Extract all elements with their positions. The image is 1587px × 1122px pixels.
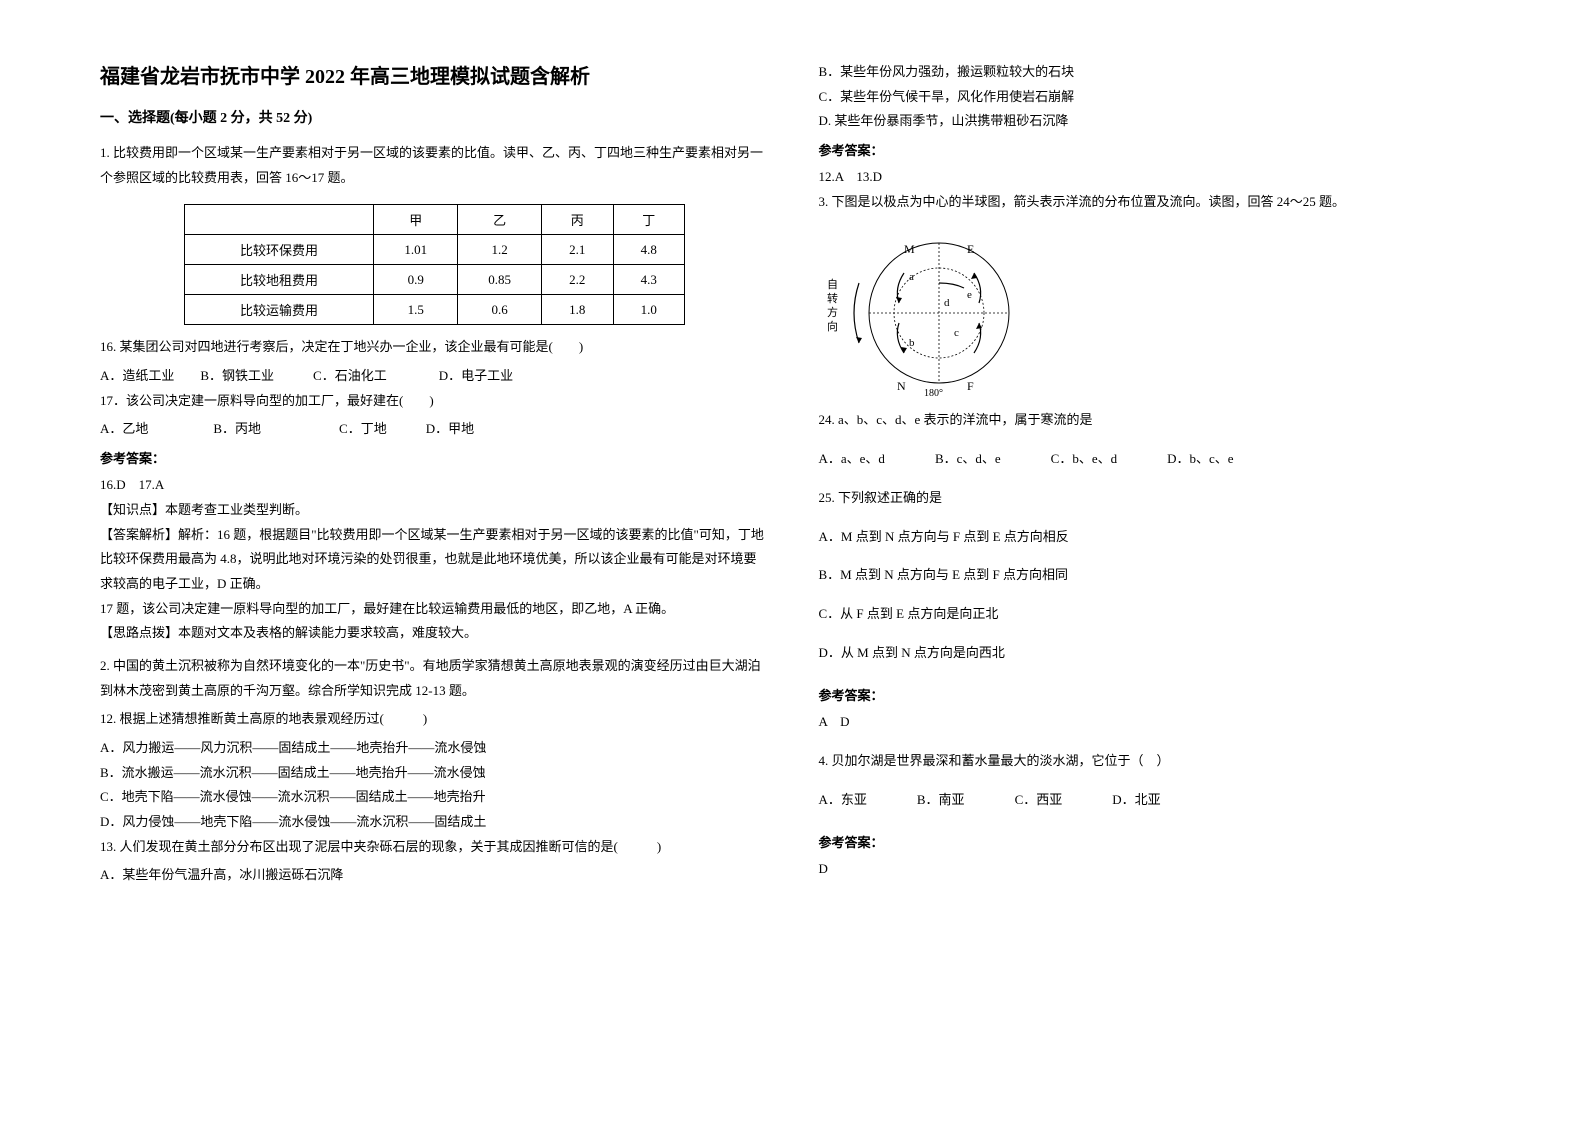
q2-sub12-c: C．地壳下陷——流水侵蚀——流水沉积——固结成土——地壳抬升: [100, 785, 769, 810]
table-cell: 比较环保费用: [184, 235, 374, 265]
label-180: 180°: [924, 388, 943, 398]
q3-sub24-a: A．a、e、d: [819, 447, 885, 472]
label-F: F: [967, 379, 974, 393]
right-column: B．某些年份风力强劲，搬运颗粒较大的石块 C．某些年份气候干旱，风化作用使岩石崩…: [819, 60, 1488, 1062]
q3-sub25-c: C．从 F 点到 E 点方向是向正北: [819, 602, 1488, 627]
q2-intro: 2. 中国的黄土沉积被称为自然环境变化的一本"历史书"。有地质学家猜想黄土高原地…: [100, 654, 769, 703]
q3-sub24-b: B．c、d、e: [935, 447, 1001, 472]
table-header-cell: [184, 205, 374, 235]
q2-sub12-a: A．风力搬运——风力沉积——固结成土——地壳抬升——流水侵蚀: [100, 736, 769, 761]
table-cell: 4.8: [613, 235, 684, 265]
q1-answer: 16.D 17.A: [100, 473, 769, 498]
label-rotation-1: 自: [827, 278, 838, 291]
table-cell: 2.1: [542, 235, 613, 265]
q3-sub25-d: D．从 M 点到 N 点方向是向西北: [819, 641, 1488, 666]
q2-sub13-b: B．某些年份风力强劲，搬运颗粒较大的石块: [819, 60, 1488, 85]
q3-sub24-c: C．b、e、d: [1051, 447, 1117, 472]
q1-table: 甲 乙 丙 丁 比较环保费用 1.01 1.2 2.1 4.8 比较地租费用 0…: [184, 204, 685, 325]
table-cell: 1.5: [374, 295, 458, 325]
table-header-cell: 乙: [458, 205, 542, 235]
q3-sub25-b: B．M 点到 N 点方向与 E 点到 F 点方向相同: [819, 563, 1488, 588]
q4-opt-c: C．西亚: [1015, 788, 1063, 813]
q1-answer-label: 参考答案：: [100, 448, 769, 467]
q2-sub12: 12. 根据上述猜想推断黄土高原的地表景观经历过( ): [100, 707, 769, 732]
q3-intro: 3. 下图是以极点为中心的半球图，箭头表示洋流的分布位置及流向。读图，回答 24…: [819, 190, 1488, 215]
table-cell: 1.2: [458, 235, 542, 265]
q3-answer: A D: [819, 710, 1488, 735]
q4-opt-b: B．南亚: [917, 788, 965, 813]
table-cell: 0.85: [458, 265, 542, 295]
table-header-cell: 甲: [374, 205, 458, 235]
label-M: M: [904, 242, 915, 256]
q1-intro: 1. 比较费用即一个区域某一生产要素相对于另一区域的该要素的比值。读甲、乙、丙、…: [100, 141, 769, 190]
label-rotation-2: 转: [827, 291, 838, 305]
table-cell: 2.2: [542, 265, 613, 295]
label-rotation-3: 方: [827, 305, 838, 319]
table-cell: 4.3: [613, 265, 684, 295]
q3-sub25-a: A．M 点到 N 点方向与 F 点到 E 点方向相反: [819, 525, 1488, 550]
q1-explain3: 17 题，该公司决定建一原料导向型的加工厂，最好建在比较运输费用最低的地区，即乙…: [100, 597, 769, 622]
table-cell: 1.8: [542, 295, 613, 325]
label-E: E: [967, 242, 974, 256]
table-header-cell: 丙: [542, 205, 613, 235]
label-d: d: [944, 297, 950, 309]
label-N: N: [897, 379, 906, 393]
section1-header: 一、选择题(每小题 2 分，共 52 分): [100, 107, 769, 127]
q2-answer: 12.A 13.D: [819, 165, 1488, 190]
q4-options: A．东亚 B．南亚 C．西亚 D．北亚: [819, 788, 1488, 813]
q1-sub16: 16. 某集团公司对四地进行考察后，决定在丁地兴办一企业，该企业最有可能是( ): [100, 335, 769, 360]
q1-explain1: 【知识点】本题考查工业类型判断。: [100, 498, 769, 523]
table-cell: 0.6: [458, 295, 542, 325]
table-cell: 比较地租费用: [184, 265, 374, 295]
q3-sub24: 24. a、b、c、d、e 表示的洋流中，属于寒流的是: [819, 408, 1488, 433]
q4-opt-d: D．北亚: [1112, 788, 1160, 813]
q1-sub17: 17．该公司决定建一原料导向型的加工厂，最好建在( ): [100, 389, 769, 414]
label-rotation-4: 向: [827, 319, 838, 333]
q4-intro: 4. 贝加尔湖是世界最深和蓄水量最大的淡水湖，它位于（ ）: [819, 749, 1488, 774]
table-cell: 比较运输费用: [184, 295, 374, 325]
q2-sub13-d: D. 某些年份暴雨季节，山洪携带粗砂石沉降: [819, 109, 1488, 134]
label-c: c: [954, 327, 959, 339]
q4-opt-a: A．东亚: [819, 788, 867, 813]
page-title: 福建省龙岩市抚市中学 2022 年高三地理模拟试题含解析: [100, 60, 769, 89]
q2-answer-label: 参考答案：: [819, 140, 1488, 159]
q2-sub13-c: C．某些年份气候干旱，风化作用使岩石崩解: [819, 85, 1488, 110]
q1-sub16-options: A．造纸工业 B．钢铁工业 C．石油化工 D．电子工业: [100, 364, 769, 389]
table-cell: 1.01: [374, 235, 458, 265]
table-header-cell: 丁: [613, 205, 684, 235]
ocean-current-diagram: M E N F a e d c b 自 转 方 向 180°: [819, 228, 1039, 398]
table-cell: 0.9: [374, 265, 458, 295]
q2-sub12-b: B．流水搬运——流水沉积——固结成土——地壳抬升——流水侵蚀: [100, 761, 769, 786]
q4-answer-label: 参考答案：: [819, 832, 1488, 851]
q3-sub24-options: A．a、e、d B．c、d、e C．b、e、d D．b、c、e: [819, 447, 1488, 472]
q2-sub12-d: D．风力侵蚀——地壳下陷——流水侵蚀——流水沉积——固结成土: [100, 810, 769, 835]
q3-sub25: 25. 下列叙述正确的是: [819, 486, 1488, 511]
q4-answer: D: [819, 857, 1488, 882]
label-a: a: [909, 271, 914, 283]
label-e: e: [967, 289, 972, 301]
q3-answer-label: 参考答案：: [819, 685, 1488, 704]
table-cell: 1.0: [613, 295, 684, 325]
label-b: b: [909, 337, 915, 349]
left-column: 福建省龙岩市抚市中学 2022 年高三地理模拟试题含解析 一、选择题(每小题 2…: [100, 60, 769, 1062]
q1-explain4: 【思路点拨】本题对文本及表格的解读能力要求较高，难度较大。: [100, 621, 769, 646]
q1-sub17-options: A．乙地 B．丙地 C．丁地 D．甲地: [100, 417, 769, 442]
q2-sub13-a: A．某些年份气温升高，冰川搬运砾石沉降: [100, 863, 769, 888]
q3-sub24-d: D．b、c、e: [1167, 447, 1233, 472]
q2-sub13: 13. 人们发现在黄土部分分布区出现了泥层中夹杂砾石层的现象，关于其成因推断可信…: [100, 835, 769, 860]
q1-explain2: 【答案解析】解析：16 题，根据题目"比较费用即一个区域某一生产要素相对于另一区…: [100, 523, 769, 597]
